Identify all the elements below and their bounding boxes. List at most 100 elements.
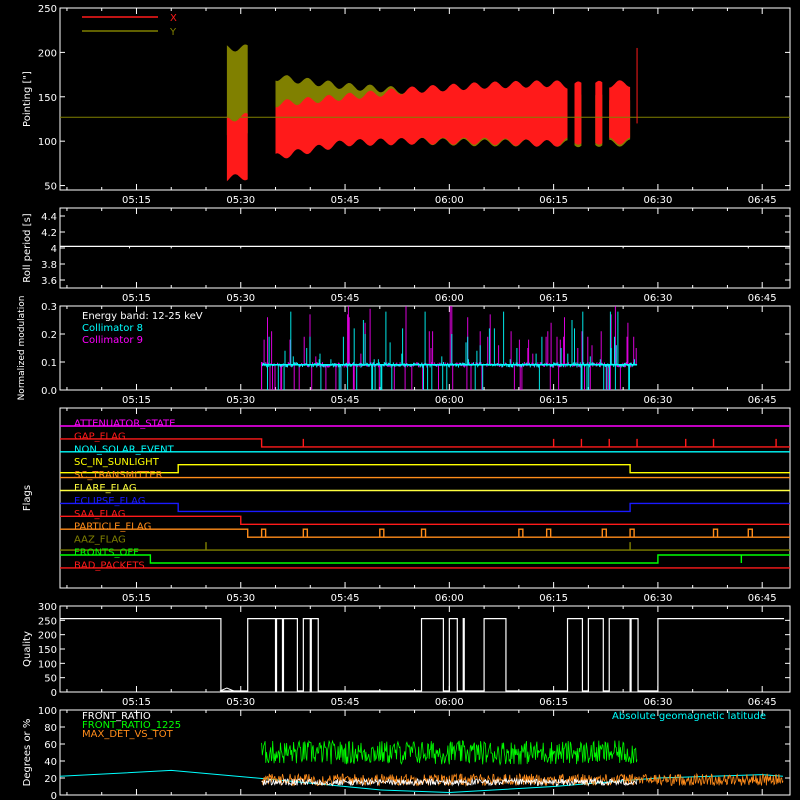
x-tick-label: 05:45 [331, 395, 360, 406]
x-tick-label: 05:30 [226, 293, 255, 304]
x-tick-label: 05:45 [331, 293, 360, 304]
x-tick-label: 06:30 [643, 395, 672, 406]
x-tick-label: 06:45 [748, 593, 777, 604]
flag-label: SC_TRANSMITTER [74, 470, 163, 481]
x-tick-label: 06:30 [643, 593, 672, 604]
collimator-8-series [261, 311, 637, 390]
quality-line [60, 618, 785, 692]
flags-frame [59, 407, 791, 589]
y-tick-label: 20 [44, 774, 57, 785]
y-tick-label: 3.6 [41, 276, 57, 287]
x-tick-label: 05:45 [331, 593, 360, 604]
x-tick-label: 06:30 [643, 195, 672, 206]
collimator-9-series [261, 306, 637, 390]
roll-panel: 3.6 3.8 4 4.2 4.4 Roll period [s] 05:15 05:30 05… [22, 207, 791, 304]
flag-label: FLARE_FLAG [74, 483, 137, 494]
x-series-band [275, 80, 568, 159]
legend-label: FRONT_RATIO_1225 [82, 720, 181, 731]
legend-label: Collimator 8 [82, 323, 143, 334]
y-tick-label: 60 [44, 740, 57, 751]
modulation-panel: 0.0 0.1 0.2 0.3 Normalized modulation 05:15 05… [17, 296, 791, 406]
y-tick-label: 80 [44, 723, 57, 734]
x-tick-label: 06:45 [748, 395, 777, 406]
legend-label: X [170, 13, 177, 24]
y-axis-label: Degrees or % [22, 719, 33, 787]
x-tick-label: 05:30 [226, 697, 255, 708]
flag-line [60, 438, 790, 448]
x-tick-label: 05:15 [122, 697, 151, 708]
y-tick-label: 250 [38, 4, 57, 15]
x-tick-label: 05:15 [122, 293, 151, 304]
y-axis-label: Normalized modulation [17, 296, 27, 401]
x-tick-label: 06:30 [643, 293, 672, 304]
y-tick-label: 40 [44, 757, 57, 768]
flag-label: FRONTS_OFF [74, 548, 139, 559]
y-tick-label: 4.2 [41, 228, 57, 239]
y-tick-label: 0.0 [41, 386, 57, 397]
y-series-band [226, 44, 248, 136]
x-tick-label: 05:15 [122, 395, 151, 406]
y-axis-label: Pointing ["] [22, 71, 33, 127]
front-ratio-series [261, 777, 638, 787]
flag-label: ECLIPSE_FLAG [74, 496, 145, 507]
pointing-frame [59, 7, 791, 191]
flag-line [60, 464, 790, 474]
x-tick-label: 06:00 [435, 293, 464, 304]
x-tick-label: 06:15 [539, 697, 568, 708]
y-tick-label: 50 [44, 674, 57, 685]
legend-label: Energy band: 12-25 keV [82, 311, 203, 322]
flag-label: PARTICLE_FLAG [74, 522, 151, 533]
geomagnetic-latitude-label: Absolute geomagnetic latitude [612, 711, 766, 722]
ratios-frame [59, 709, 791, 796]
y-tick-label: 200 [38, 48, 57, 59]
legend-label: Y [169, 27, 177, 38]
x-tick-label: 05:15 [122, 593, 151, 604]
roll-frame [59, 207, 791, 289]
x-tick-label: 06:15 [539, 395, 568, 406]
x-tick-label: 05:30 [226, 593, 255, 604]
x-tick-label: 06:00 [435, 195, 464, 206]
y-tick-label: 50 [44, 182, 57, 193]
x-tick-label: 05:30 [226, 395, 255, 406]
geomagnetic-latitude-line [59, 769, 784, 794]
legend-label: Collimator 9 [82, 335, 143, 346]
y-tick-label: 200 [38, 631, 57, 642]
y-tick-label: 3.8 [41, 260, 57, 271]
flag-label: NON_SOLAR_EVENT [74, 444, 175, 455]
x-tick-label: 06:45 [748, 293, 777, 304]
flag-label: ATTENUATOR_STATE [74, 419, 175, 430]
y-tick-label: 4 [51, 244, 57, 255]
x-tick-label: 06:15 [539, 293, 568, 304]
x-series-band [609, 80, 631, 145]
x-series-band [574, 81, 582, 145]
flag-line [60, 554, 790, 564]
quality-panel: 0 50 100 150 200 250 300 Quality 05:15 05:30 05:45… [22, 602, 791, 708]
flag-label: GAP_FLAG [74, 431, 126, 442]
x-tick-label: 05:15 [122, 195, 151, 206]
y-tick-label: 100 [38, 137, 57, 148]
y-tick-label: 100 [38, 659, 57, 670]
y-tick-label: 100 [38, 706, 57, 717]
y-axis-label: Roll period [s] [22, 213, 33, 282]
y-tick-label: 0.2 [41, 330, 57, 341]
x-tick-label: 06:30 [643, 697, 672, 708]
modulation-frame [59, 305, 791, 391]
x-series-band [595, 80, 603, 145]
x-tick-label: 06:45 [748, 195, 777, 206]
x-tick-label: 06:00 [435, 593, 464, 604]
quality-blip [219, 687, 235, 692]
y-tick-label: 0.1 [41, 358, 57, 369]
flag-label: SAA_FLAG [74, 509, 125, 520]
legend-label: FRONT_RATIO [82, 711, 151, 722]
x-tick-label: 06:45 [748, 697, 777, 708]
y-tick-label: 300 [38, 602, 57, 613]
y-tick-label: 150 [38, 93, 57, 104]
x-tick-label: 06:15 [539, 593, 568, 604]
y-axis-label: Flags [22, 485, 33, 511]
front-ratio-1225-series [261, 739, 638, 766]
legend-label: MAX_DET_VS_TOT [82, 729, 174, 740]
flag-line [60, 528, 790, 538]
y-tick-label: 4.4 [41, 212, 57, 223]
